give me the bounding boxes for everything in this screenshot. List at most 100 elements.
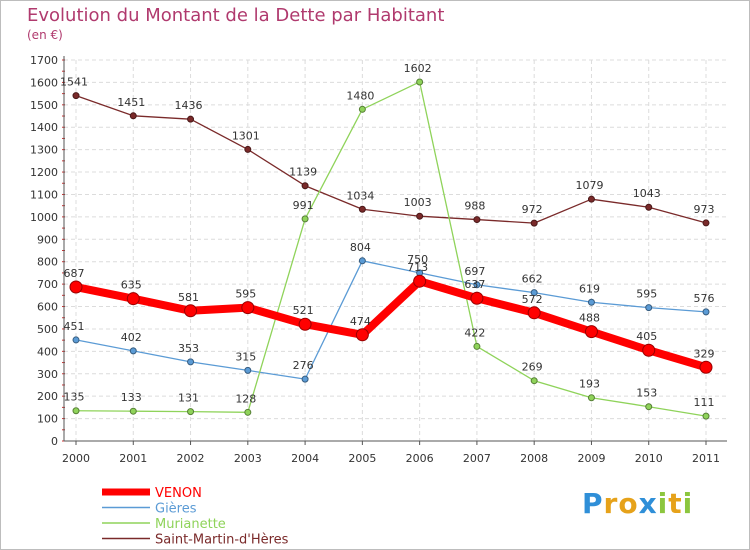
y-tick-label: 700 [37, 278, 58, 291]
data-point [358, 257, 366, 265]
y-tick-labels: 0 100 200 300 400 500 600 700 800 900 1000 1100 1200… [30, 54, 58, 448]
data-point [187, 408, 195, 416]
data-label: 315 [235, 350, 256, 363]
y-tick-label: 1500 [30, 99, 58, 112]
data-point [244, 366, 252, 374]
series-saint-martin-d-h-res: 1541 1451 1436 1301 1139 1034 1003 988 972 1079 10… [60, 76, 715, 227]
y-tick-label: 1200 [30, 166, 58, 179]
y-tick-label: 800 [37, 256, 58, 269]
x-tick-label: 2004 [291, 452, 319, 465]
data-point [244, 408, 252, 416]
data-label: 131 [178, 392, 199, 405]
data-point [241, 301, 255, 315]
data-label: 581 [178, 291, 199, 304]
y-tick-label: 200 [37, 390, 58, 403]
logo-letter: i [657, 487, 669, 520]
data-label: 1003 [404, 196, 432, 209]
series-line [75, 94, 707, 224]
data-point [699, 360, 713, 374]
logo-letter: o [618, 487, 639, 520]
data-label: 451 [64, 320, 85, 333]
data-point [358, 205, 366, 213]
logo-letter: i [682, 487, 694, 520]
data-point [530, 219, 538, 227]
x-tick-label: 2009 [577, 452, 605, 465]
data-label: 1301 [232, 129, 260, 142]
x-tick-label: 2008 [520, 452, 548, 465]
series-venon: 687 635 581 595 521 474 713 637 572 488 405 329 [64, 261, 715, 374]
data-point [72, 336, 80, 344]
y-tick-label: 900 [37, 233, 58, 246]
data-point [530, 289, 538, 297]
proxiti-logo: Proxiti [582, 487, 693, 520]
series-line [75, 81, 707, 417]
data-label: 488 [579, 312, 600, 325]
data-point [473, 342, 481, 350]
data-point [413, 274, 427, 288]
y-tick-label: 600 [37, 301, 58, 314]
data-point [301, 182, 309, 190]
series-gi-res: 451 402 353 315 276 804 750 697 662 619 595 576 [64, 241, 715, 383]
data-point [587, 394, 595, 402]
data-label: 687 [64, 267, 85, 280]
data-point [129, 407, 137, 415]
y-tick-label: 100 [37, 413, 58, 426]
y-tick-label: 1700 [30, 54, 58, 67]
data-point [298, 317, 312, 331]
data-label: 135 [64, 391, 85, 404]
legend-label: Murianette [155, 517, 226, 532]
data-point [126, 292, 140, 306]
series-line [75, 260, 707, 380]
y-tick-label: 1300 [30, 144, 58, 157]
logo-letter: P [582, 487, 604, 520]
data-label: 595 [235, 288, 256, 301]
data-point [184, 304, 198, 318]
data-point [301, 375, 309, 383]
data-point [702, 412, 710, 420]
data-point [702, 308, 710, 316]
data-label: 1079 [575, 179, 603, 192]
data-point [69, 280, 83, 294]
data-point [473, 216, 481, 224]
x-tick-label: 2007 [463, 452, 491, 465]
data-point [587, 298, 595, 306]
logo-letter: r [603, 487, 619, 520]
data-label: 697 [464, 265, 485, 278]
data-point [416, 212, 424, 220]
data-point [129, 112, 137, 120]
x-tick-label: 2003 [234, 452, 262, 465]
chart-subtitle: (en €) [27, 28, 63, 42]
data-label: 804 [350, 241, 371, 254]
logo-letter: x [638, 487, 658, 520]
data-label: 1043 [633, 187, 661, 200]
series-line [72, 277, 710, 372]
data-label: 276 [293, 359, 314, 372]
data-label: 1602 [404, 62, 432, 75]
data-label: 269 [522, 361, 543, 374]
legend: VENONGièresMurianetteSaint-Martin-d'Hère… [102, 486, 289, 548]
x-tick-label: 2005 [348, 452, 376, 465]
plot-area [64, 60, 727, 441]
data-label: 193 [579, 378, 600, 391]
y-tick-label: 300 [37, 368, 58, 381]
data-label: 422 [464, 326, 485, 339]
data-label: 402 [121, 331, 142, 344]
data-point [358, 105, 366, 113]
data-point [301, 215, 309, 223]
y-tick-label: 500 [37, 323, 58, 336]
data-point [530, 377, 538, 385]
data-label: 128 [235, 392, 256, 405]
data-label: 1451 [117, 96, 145, 109]
data-point [473, 281, 481, 289]
data-label: 572 [522, 293, 543, 306]
data-point [527, 306, 541, 320]
data-label: 111 [694, 396, 715, 409]
data-label: 521 [293, 304, 314, 317]
x-tick-label: 2010 [635, 452, 663, 465]
series-murianette: 135 133 131 128 991 1480 1602 422 269 193 153 111 [64, 62, 715, 420]
y-tick-label: 1400 [30, 121, 58, 134]
plot-background [64, 60, 727, 441]
y-tick-label: 0 [51, 435, 58, 448]
data-point [129, 347, 137, 355]
data-point [355, 328, 369, 342]
